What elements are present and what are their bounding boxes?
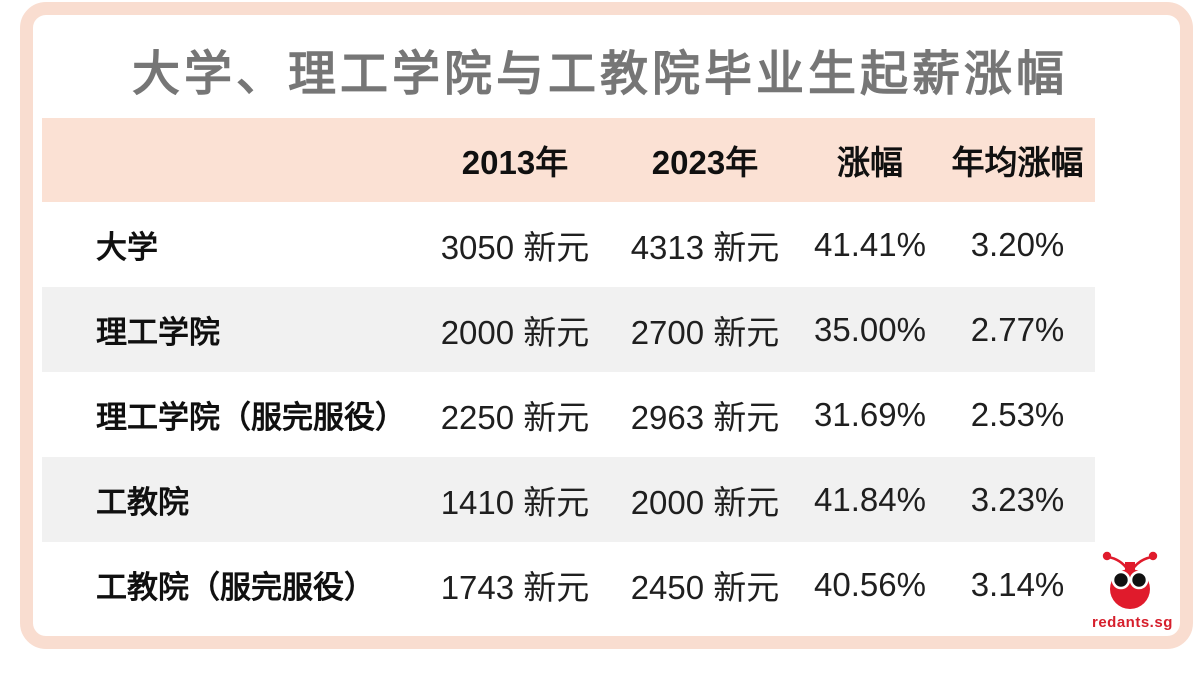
red-ant-icon <box>1092 549 1168 611</box>
cell-increase: 41.84% <box>814 480 926 518</box>
cell-2023-salary: 2963 新元 <box>630 398 780 436</box>
cell-2023-salary: 2700 新元 <box>630 313 780 351</box>
brand-label: redants.sg <box>1092 614 1173 631</box>
cell-increase: 41.41% <box>814 225 926 263</box>
row-label: 工教院（服完服役） <box>96 570 375 605</box>
cell-2023-salary: 4313 新元 <box>630 228 780 266</box>
table-row: 理工学院 2000 新元 2700 新元 35.00% 2.77% <box>42 287 1095 372</box>
cell-annual-increase: 3.20% <box>970 225 1065 263</box>
cell-2023-salary: 2000 新元 <box>630 483 780 521</box>
cell-increase: 31.69% <box>814 395 926 433</box>
row-label: 工教院 <box>96 485 189 520</box>
cell-2013-salary: 2000 新元 <box>440 313 590 351</box>
header-cell-2013: 2013年 <box>461 144 569 181</box>
row-label: 大学 <box>96 230 158 265</box>
table-row: 工教院 1410 新元 2000 新元 41.84% 3.23% <box>42 457 1095 542</box>
cell-annual-increase: 3.14% <box>970 565 1065 603</box>
cell-2013-salary: 3050 新元 <box>440 228 590 266</box>
cell-2023-salary: 2450 新元 <box>630 568 780 606</box>
cell-2013-salary: 1410 新元 <box>440 483 590 521</box>
cell-increase: 40.56% <box>814 565 926 603</box>
cell-annual-increase: 2.77% <box>970 310 1065 348</box>
cell-increase: 35.00% <box>814 310 926 348</box>
row-label: 理工学院 <box>96 315 220 350</box>
table-header-row: 2013年 2023年 涨幅 年均涨幅 <box>42 118 1095 202</box>
table-row: 工教院（服完服役） 1743 新元 2450 新元 40.56% 3.14% <box>42 542 1095 627</box>
header-cell-increase: 涨幅 <box>837 144 903 181</box>
cell-annual-increase: 2.53% <box>970 395 1065 433</box>
cell-2013-salary: 1743 新元 <box>440 568 590 606</box>
header-cell-2023: 2023年 <box>651 144 759 181</box>
cell-annual-increase: 3.23% <box>970 480 1065 518</box>
brand-logo: redants.sg <box>1092 549 1173 631</box>
header-cell-annual-increase: 年均涨幅 <box>951 144 1084 181</box>
table-row: 理工学院（服完服役） 2250 新元 2963 新元 31.69% 2.53% <box>42 372 1095 457</box>
row-label: 理工学院（服完服役） <box>96 400 406 435</box>
table-row: 大学 3050 新元 4313 新元 41.41% 3.20% <box>42 202 1095 287</box>
page-title: 大学、理工学院与工教院毕业生起薪涨幅 <box>131 48 1068 101</box>
salary-table: 2013年 2023年 涨幅 年均涨幅 大学 3050 新元 4313 新元 4… <box>42 118 1095 627</box>
cell-2013-salary: 2250 新元 <box>440 398 590 436</box>
